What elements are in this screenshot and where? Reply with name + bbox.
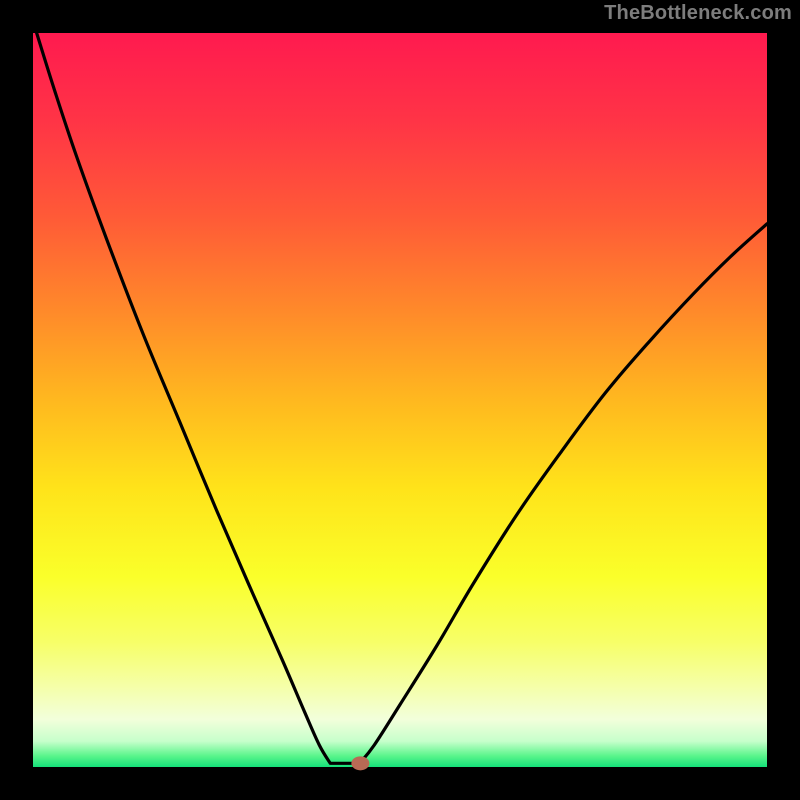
watermark-text: TheBottleneck.com — [604, 2, 792, 25]
chart-frame: TheBottleneck.com — [0, 0, 800, 800]
plot-background-gradient — [33, 33, 767, 767]
chart-svg — [0, 0, 800, 800]
optimal-point-marker — [351, 756, 369, 770]
